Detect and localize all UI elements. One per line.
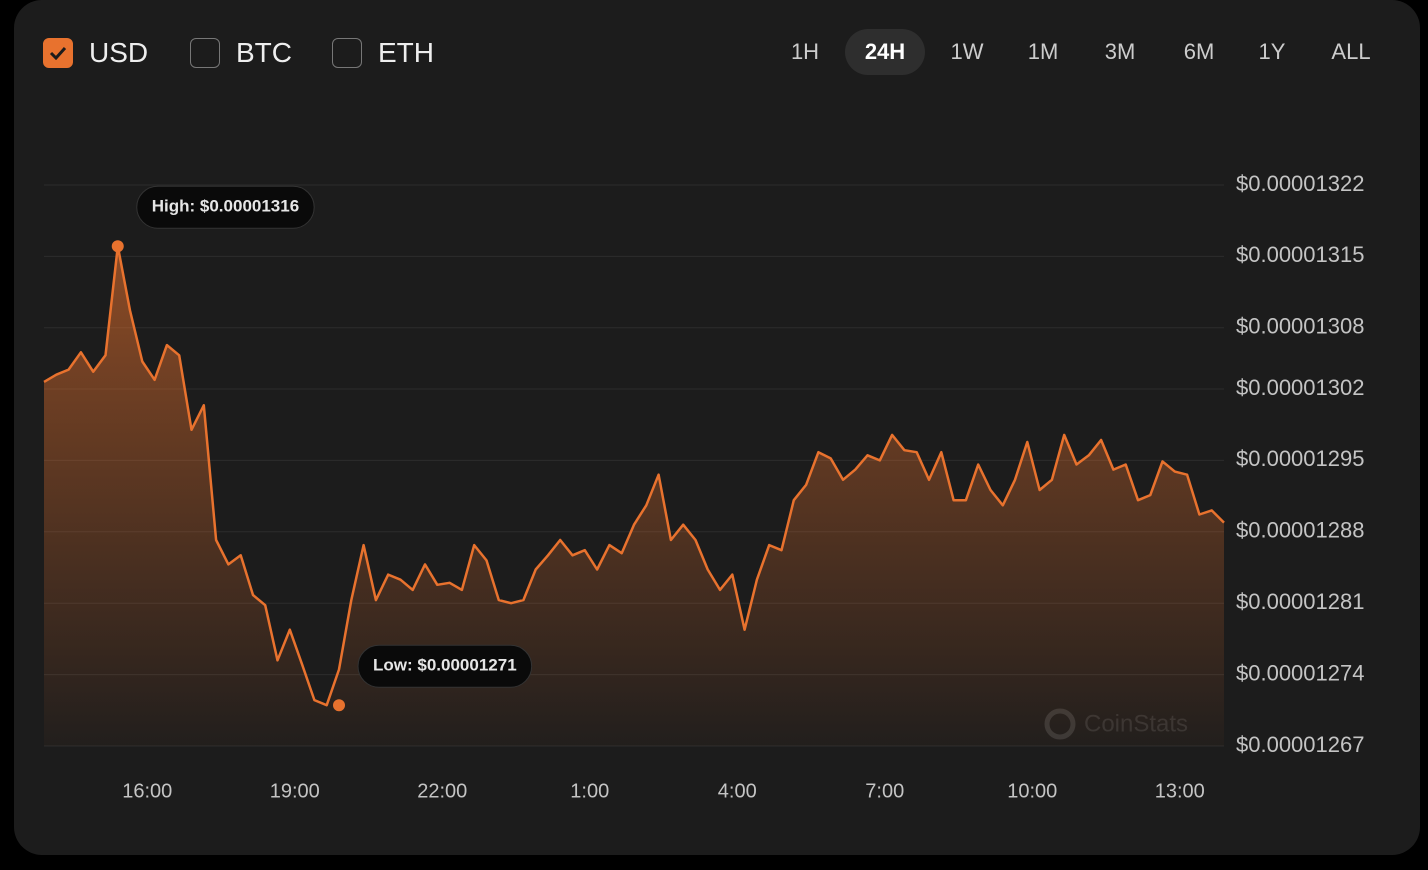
- range-button[interactable]: 1H: [790, 39, 820, 64]
- y-tick-label: $0.00001302: [1236, 375, 1364, 400]
- range-button[interactable]: 1W: [950, 39, 984, 64]
- y-tick-label: $0.00001315: [1236, 242, 1364, 267]
- x-tick-label: 10:00: [1007, 780, 1057, 802]
- x-tick-label: 13:00: [1155, 780, 1205, 802]
- x-tick-label: 4:00: [718, 780, 757, 802]
- currency-label[interactable]: BTC: [236, 37, 292, 68]
- currency-label[interactable]: ETH: [378, 37, 434, 68]
- range-button[interactable]: 1Y: [1258, 39, 1286, 64]
- currency-checkbox[interactable]: BTC: [190, 37, 292, 69]
- x-tick-label: 16:00: [122, 780, 172, 802]
- annotation-label: High: $0.00001316: [152, 197, 299, 216]
- check-icon: [49, 46, 67, 60]
- annotation-dot: [333, 699, 345, 712]
- range-button[interactable]: 1M: [1027, 39, 1059, 64]
- x-tick-label: 19:00: [270, 780, 320, 802]
- checkbox-box[interactable]: [43, 38, 73, 68]
- currency-label[interactable]: USD: [89, 37, 149, 68]
- currency-checkbox[interactable]: ETH: [332, 37, 434, 69]
- line: [43, 244, 1225, 707]
- x-tick-label: 1:00: [570, 780, 609, 802]
- annotation-box: [357, 644, 533, 688]
- range-button[interactable]: 24H: [845, 29, 925, 75]
- checkbox-box[interactable]: [190, 38, 220, 68]
- x-tick-label: 7:00: [865, 780, 904, 802]
- area: [44, 246, 1224, 746]
- annotation-tooltip: High: $0.00001316: [136, 185, 315, 229]
- x-tick-label: 22:00: [417, 780, 467, 802]
- annotation-label: Low: $0.00001271: [373, 656, 517, 675]
- y-tick-label: $0.00001274: [1236, 660, 1364, 685]
- checkbox-box[interactable]: [332, 38, 362, 68]
- currency-checkbox[interactable]: USD: [43, 37, 148, 69]
- annotation-box: [136, 185, 315, 229]
- annotation-tooltip: Low: $0.00001271: [357, 644, 533, 688]
- y-tick-label: $0.00001281: [1236, 589, 1364, 614]
- range-button[interactable]: ALL: [1331, 39, 1371, 64]
- y-tick-label: $0.00001295: [1236, 446, 1364, 471]
- annotation-dot: [111, 240, 124, 253]
- y-tick-label: $0.00001308: [1236, 314, 1364, 339]
- y-tick-label: $0.00001322: [1236, 171, 1364, 196]
- y-tick-label: $0.00001267: [1236, 732, 1364, 757]
- y-tick-label: $0.00001288: [1236, 518, 1364, 543]
- range-button[interactable]: 6M: [1183, 39, 1215, 64]
- range-button[interactable]: 3M: [1104, 39, 1136, 64]
